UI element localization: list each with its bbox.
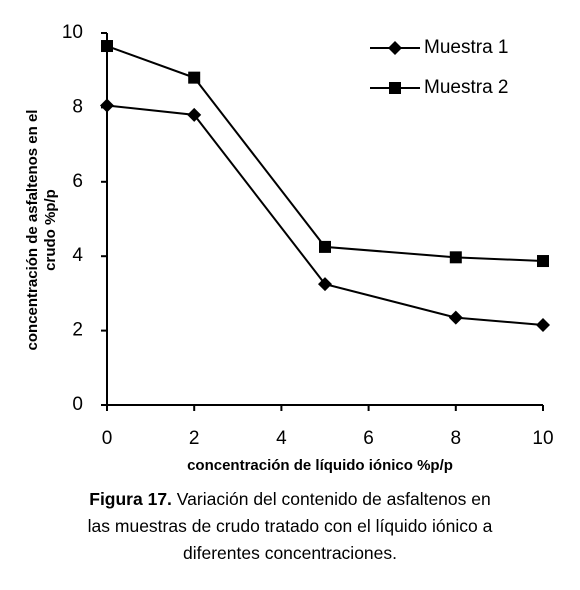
chart: concentración de líquido iónico %p/p con… <box>24 22 554 474</box>
x-tick-label: 10 <box>532 428 553 449</box>
series-line <box>106 104 544 327</box>
x-tick-label: 6 <box>363 428 374 449</box>
caption: Figura 17. Variación del contenido de as… <box>0 486 580 567</box>
y-tick-label: 6 <box>72 171 83 192</box>
y-tick-label: 0 <box>72 394 83 415</box>
marker <box>537 255 549 268</box>
caption-line: Variación del contenido de asfaltenos en <box>176 489 491 509</box>
caption-label: Figura 17. <box>89 489 172 509</box>
marker <box>448 310 463 325</box>
marker <box>100 98 114 113</box>
marker <box>319 240 331 253</box>
marker <box>449 251 462 264</box>
legend-label: Muestra 1 <box>424 37 508 58</box>
marker <box>187 107 202 122</box>
y-axis-label: crudo %p/p <box>42 189 59 271</box>
y-axis-label: concentración de asfaltenos en el <box>24 110 41 351</box>
legend-marker <box>388 41 402 55</box>
y-tick-label: 8 <box>72 96 83 117</box>
caption-line: las muestras de crudo tratado con el líq… <box>87 516 493 536</box>
x-tick-label: 0 <box>102 428 113 449</box>
marker <box>101 40 113 53</box>
x-tick-label: 8 <box>451 428 462 449</box>
y-tick-label: 4 <box>72 245 83 266</box>
marker <box>536 318 550 333</box>
x-axis-label: concentración de líquido iónico %p/p <box>187 457 453 474</box>
y-tick-label: 10 <box>62 22 83 43</box>
x-tick-label: 4 <box>276 428 287 449</box>
marker <box>318 277 332 292</box>
legend-label: Muestra 2 <box>424 77 508 98</box>
caption-line: diferentes concentraciones. <box>182 543 398 563</box>
y-tick-label: 2 <box>72 320 83 341</box>
legend-marker <box>389 82 401 94</box>
x-tick-label: 2 <box>189 428 200 449</box>
marker <box>188 71 201 84</box>
